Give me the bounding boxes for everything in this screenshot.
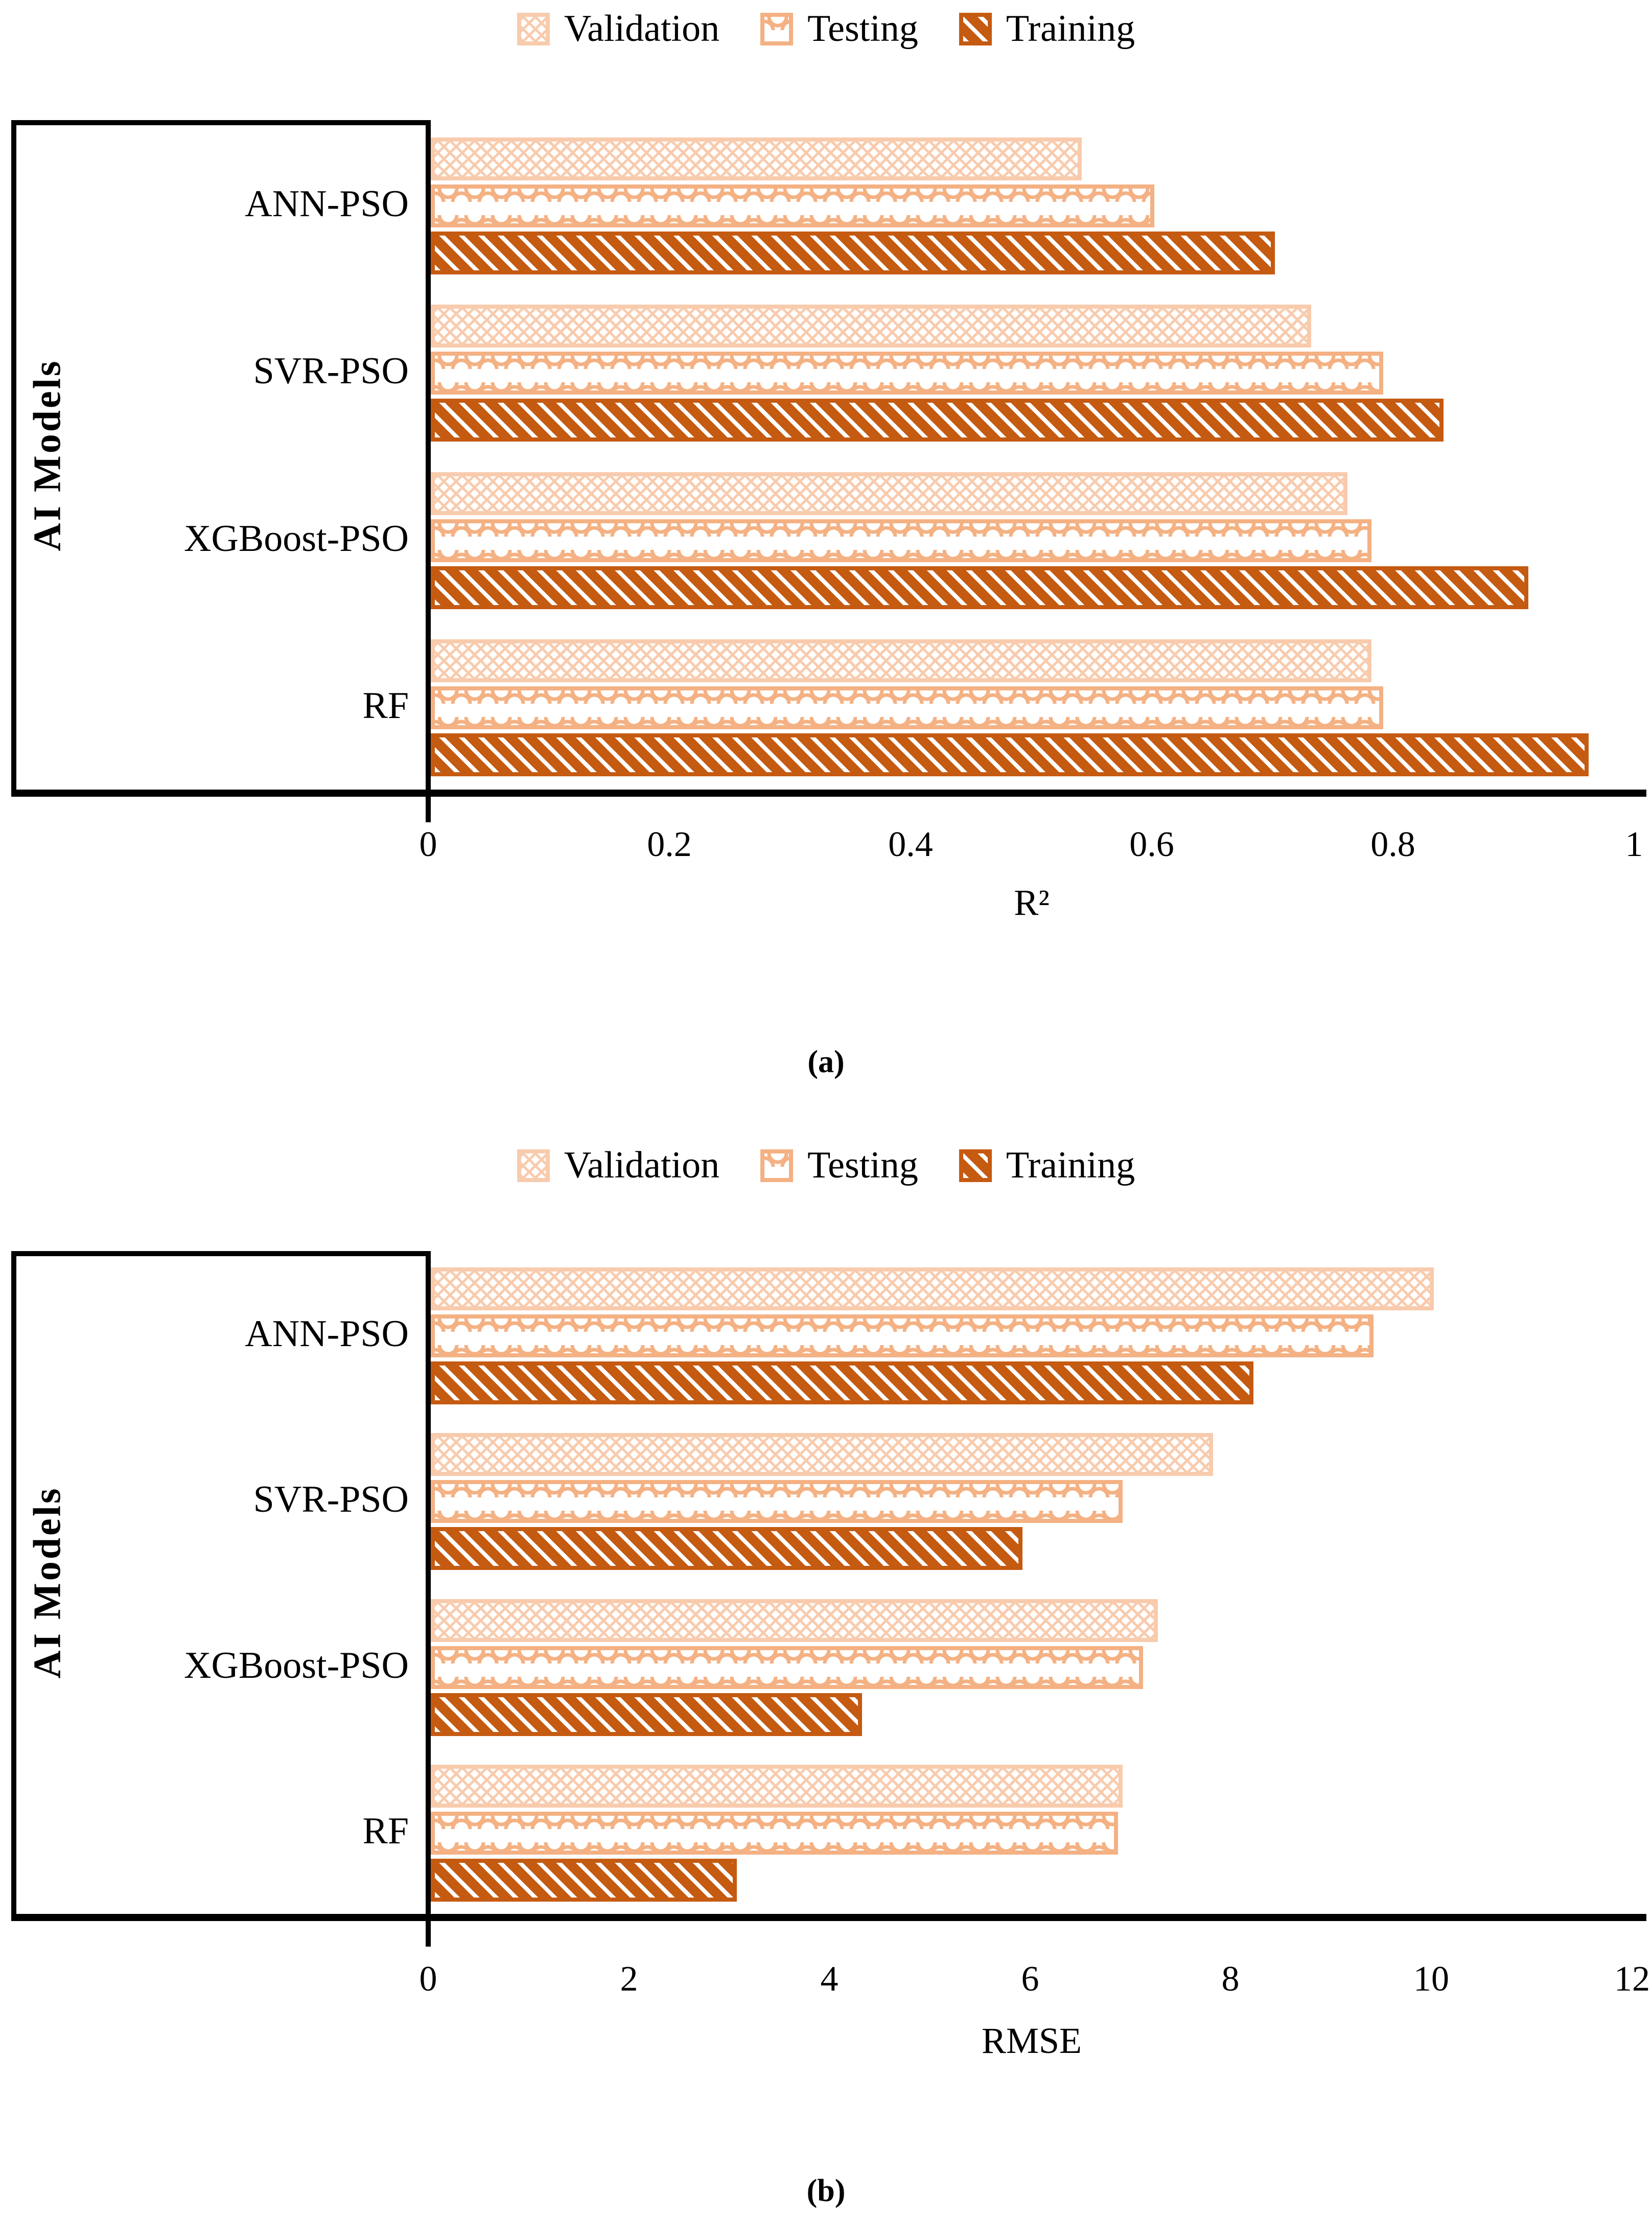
bar-testing xyxy=(431,1480,1123,1523)
legend-item-validation: Validation xyxy=(517,1144,719,1187)
bar-training xyxy=(431,1693,862,1736)
bar-validation xyxy=(431,305,1311,348)
category-label: ANN-PSO xyxy=(245,182,409,225)
legend-label: Training xyxy=(1006,8,1135,50)
x-tick-label: 0.2 xyxy=(647,825,692,864)
zero-tick xyxy=(426,1920,431,1947)
x-tick-label: 8 xyxy=(1221,1959,1240,1999)
legend-label: Testing xyxy=(807,1144,918,1186)
x-tick-label: 4 xyxy=(820,1959,839,1999)
legend-label: Validation xyxy=(564,8,720,50)
x-tick-label: 12 xyxy=(1614,1959,1650,1999)
category-label: XGBoost-PSO xyxy=(184,517,409,560)
bar-training xyxy=(431,733,1589,777)
legend-swatch-validation xyxy=(517,1149,550,1182)
x-tick-label: 1 xyxy=(1625,825,1643,864)
bar-testing xyxy=(431,1314,1374,1358)
bar-validation xyxy=(431,137,1082,180)
x-axis-title: R² xyxy=(1014,882,1050,923)
legend-label: Validation xyxy=(564,1144,720,1186)
legend: Validation Testing Training xyxy=(0,7,1652,51)
bar-testing xyxy=(431,352,1383,395)
legend: Validation Testing Training xyxy=(0,1144,1652,1187)
bar-validation xyxy=(431,1267,1434,1311)
legend-swatch-validation xyxy=(517,12,550,45)
category-label: SVR-PSO xyxy=(253,1478,409,1521)
x-tick-label: 2 xyxy=(620,1959,638,1999)
bar-validation xyxy=(431,472,1347,515)
legend-item-testing: Testing xyxy=(760,7,918,51)
legend-swatch-training xyxy=(959,1149,992,1182)
x-tick-label: 6 xyxy=(1021,1959,1039,1999)
x-tick-label: 0.6 xyxy=(1129,825,1174,864)
x-axis-line xyxy=(11,1914,1646,1921)
bar-training xyxy=(431,399,1444,442)
bar-testing xyxy=(431,184,1154,227)
zero-tick xyxy=(426,796,431,822)
legend-swatch-testing xyxy=(760,1149,794,1182)
bar-testing xyxy=(431,686,1383,730)
bar-validation xyxy=(431,1433,1213,1476)
bar-training xyxy=(431,1527,1022,1570)
bar-validation xyxy=(431,639,1371,683)
legend-item-testing: Testing xyxy=(760,1144,918,1187)
category-label: SVR-PSO xyxy=(253,350,409,392)
caption: (b) xyxy=(806,2174,846,2208)
legend-item-validation: Validation xyxy=(517,7,719,51)
category-label: XGBoost-PSO xyxy=(184,1644,409,1686)
x-axis-title: RMSE xyxy=(981,2020,1082,2061)
legend-item-training: Training xyxy=(959,7,1135,51)
plot-frame xyxy=(11,1251,431,1914)
plot-frame xyxy=(11,120,431,790)
x-tick-label: 0 xyxy=(419,825,437,864)
bar-training xyxy=(431,1858,737,1902)
bar-training xyxy=(431,566,1528,609)
legend-label: Training xyxy=(1006,1144,1135,1186)
x-tick-label: 10 xyxy=(1413,1959,1449,1999)
category-label: ANN-PSO xyxy=(245,1313,409,1355)
caption: (a) xyxy=(807,1045,845,1079)
bar-training xyxy=(431,1361,1253,1405)
bar-training xyxy=(431,231,1275,274)
category-label: RF xyxy=(362,1810,409,1852)
bar-testing xyxy=(431,1646,1143,1689)
legend-swatch-testing xyxy=(760,12,794,45)
bar-validation xyxy=(431,1599,1158,1642)
x-tick-label: 0.8 xyxy=(1370,825,1415,864)
x-axis-line xyxy=(11,790,1646,797)
bar-testing xyxy=(431,519,1371,562)
bar-validation xyxy=(431,1764,1123,1808)
legend-item-training: Training xyxy=(959,1144,1135,1187)
legend-swatch-training xyxy=(959,12,992,45)
x-tick-label: 0.4 xyxy=(888,825,933,864)
bar-testing xyxy=(431,1811,1118,1855)
category-label: RF xyxy=(362,685,409,727)
x-tick-label: 0 xyxy=(419,1959,437,1999)
legend-label: Testing xyxy=(807,8,918,50)
